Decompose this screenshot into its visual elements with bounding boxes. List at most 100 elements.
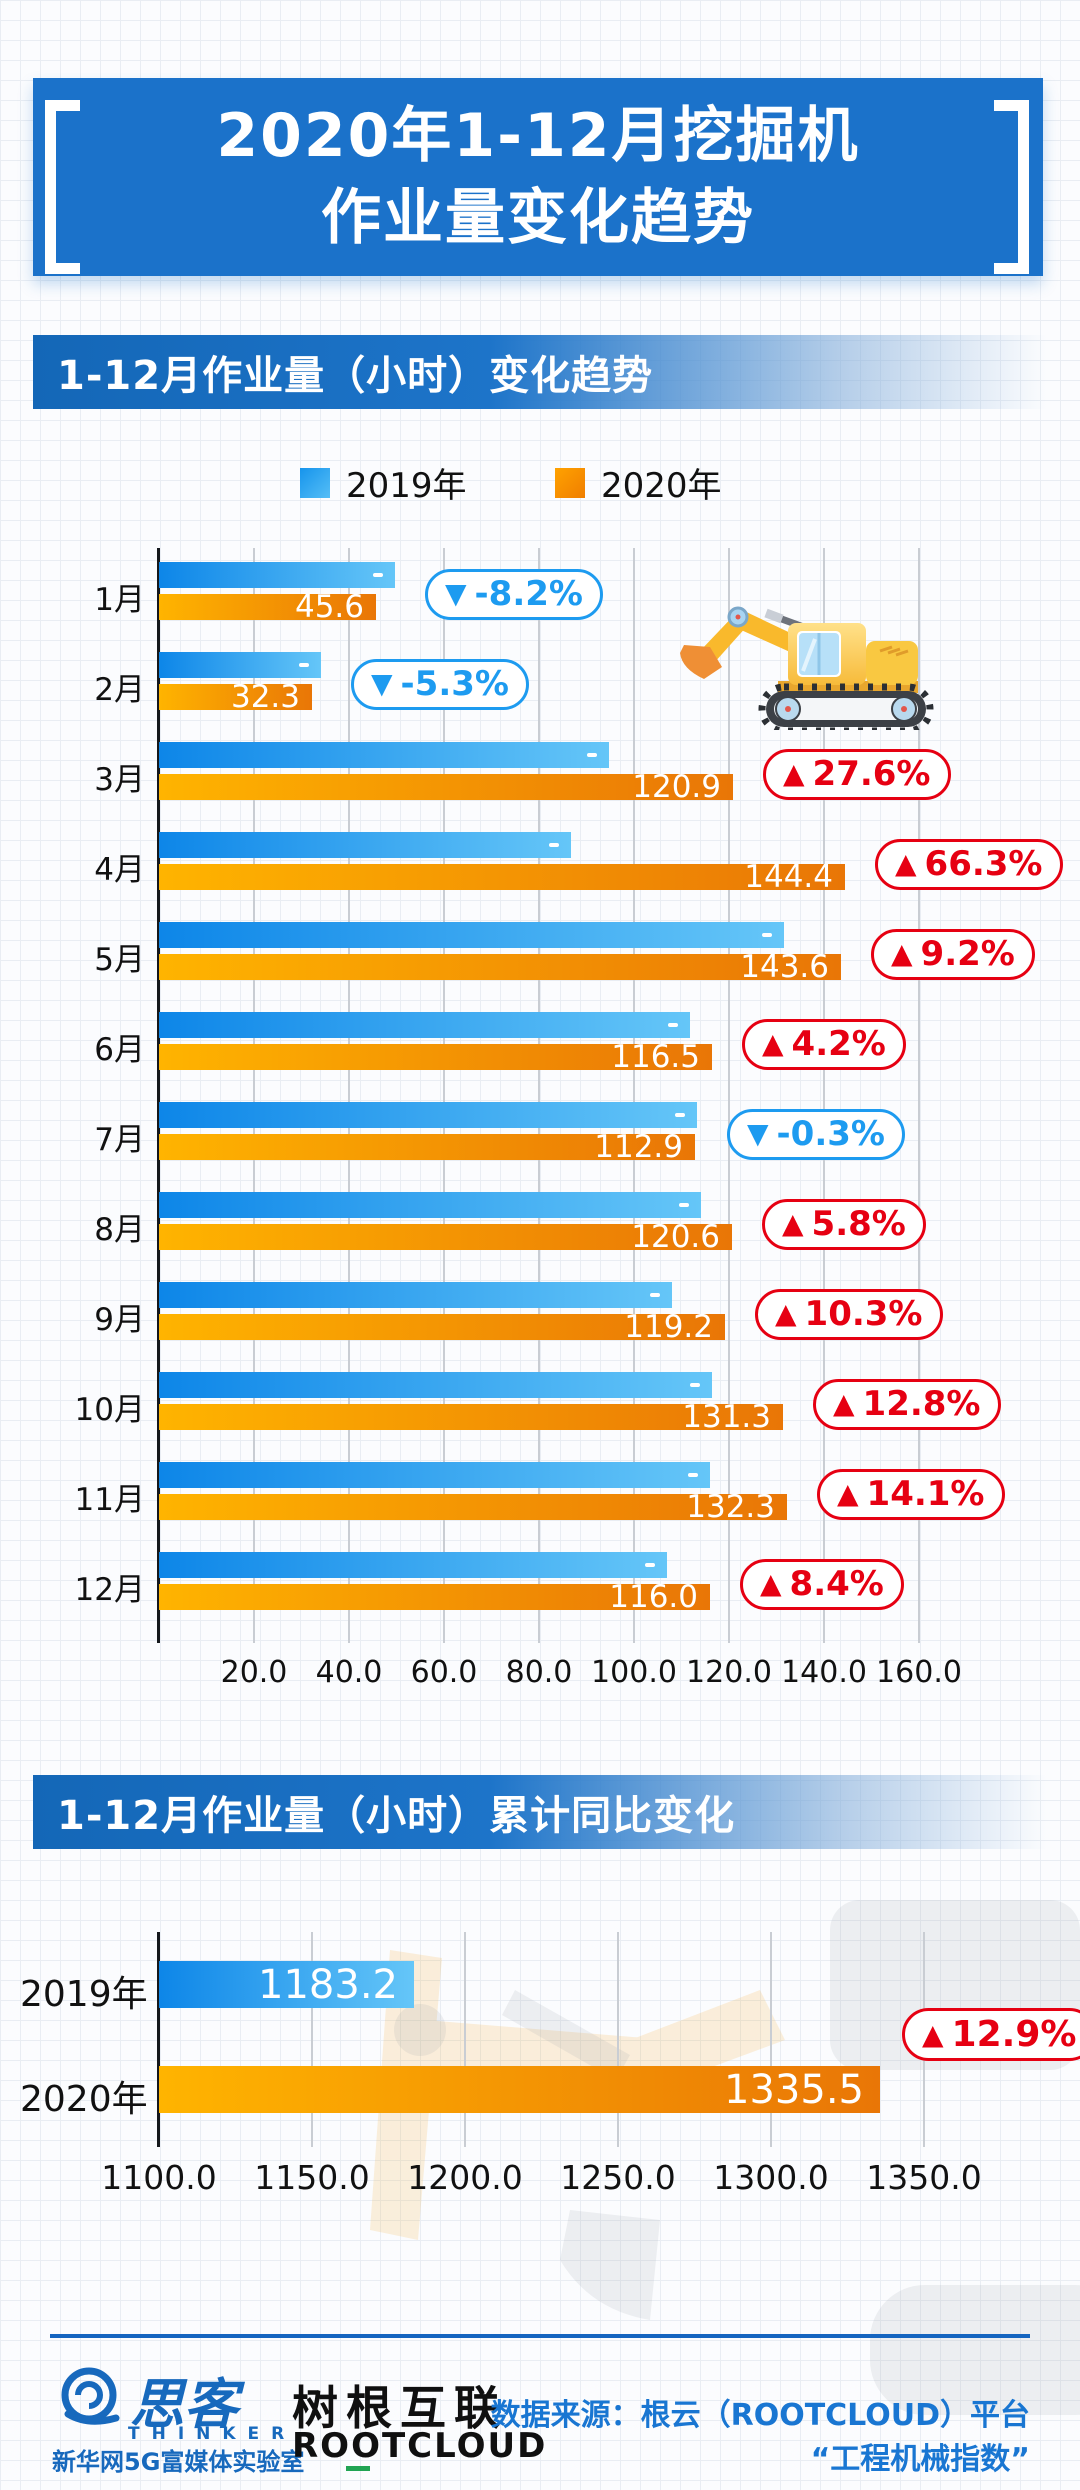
- axis-tick-label: 140.0: [781, 1655, 867, 1690]
- month-label: 12月: [74, 1572, 145, 1608]
- title-banner: 2020年1-12月挖掘机 作业量变化趋势: [33, 78, 1043, 276]
- yoy-badge: ▼ -8.2%: [425, 569, 603, 621]
- yoy-arrow-icon: ▼: [445, 577, 467, 611]
- yoy-value: 14.1%: [866, 1474, 985, 1514]
- bar-2020: 144.4: [159, 861, 845, 892]
- yoy-value: 12.9%: [951, 2014, 1077, 2055]
- yoy-arrow-icon: ▲: [891, 937, 913, 971]
- bar-value-label: 116.5: [611, 1038, 700, 1075]
- thinker-logo: [58, 2366, 120, 2432]
- bar-value-label: 143.6: [740, 948, 829, 985]
- bar-2019: [159, 922, 784, 948]
- grid-line: [253, 548, 255, 1643]
- bar-2019-dash: [587, 753, 597, 757]
- thinker-logo-latin: THINKER: [128, 2424, 297, 2444]
- month-label: 7月: [94, 1122, 145, 1158]
- bar-2019-dash: [645, 1563, 655, 1567]
- section1-header: 1-12月作业量（小时）变化趋势: [33, 335, 1047, 409]
- yoy-value: -0.3%: [776, 1114, 885, 1154]
- axis-tick-label: 20.0: [220, 1655, 288, 1690]
- bar-2019-dash: [679, 1203, 689, 1207]
- rootcloud-logo-name: 树根互联: [292, 2381, 508, 2435]
- thinker-logo-subtitle: 新华网5G富媒体实验室: [52, 2448, 305, 2476]
- yoy-value: -8.2%: [474, 574, 583, 614]
- yoy-value: -5.3%: [400, 664, 509, 704]
- yoy-value: 8.4%: [789, 1564, 884, 1604]
- bar-value-label: 112.9: [594, 1128, 683, 1165]
- footer-divider: [50, 2334, 1030, 2338]
- section2-header-label: 1-12月作业量（小时）累计同比变化: [57, 1793, 736, 1839]
- bar-2019: [159, 652, 321, 678]
- bar-2019: [159, 832, 571, 858]
- yoy-badge: ▲ 27.6%: [763, 749, 951, 801]
- axis-tick-label: 1250.0: [560, 2158, 676, 2197]
- legend-label-2020: 2020年: [601, 466, 722, 506]
- bar-2020: 112.9: [159, 1128, 695, 1165]
- bar-value-label: 120.9: [632, 768, 721, 805]
- month-label: 5月: [94, 942, 145, 978]
- axis-tick-label: 1150.0: [254, 2158, 370, 2197]
- axis-tick-label: 120.0: [686, 1655, 772, 1690]
- y-axis-line: [157, 548, 160, 1643]
- month-label: 6月: [94, 1032, 145, 1068]
- grid-line: [348, 548, 350, 1643]
- yoy-arrow-icon: ▲: [922, 2017, 944, 2051]
- grid-line: [918, 548, 920, 1643]
- bar-2019: [159, 1462, 710, 1488]
- yoy-arrow-icon: ▼: [371, 667, 393, 701]
- bar-value-label: 132.3: [686, 1488, 775, 1525]
- yoy-badge: ▲ 5.8%: [762, 1199, 926, 1251]
- bar-2019-dash: [299, 663, 309, 667]
- yoy-badge: ▼ -5.3%: [351, 659, 529, 711]
- yoy-arrow-icon: ▲: [833, 1387, 855, 1421]
- yoy-value: 27.6%: [812, 754, 931, 794]
- yoy-arrow-icon: ▲: [837, 1477, 859, 1511]
- axis-tick-label: 1100.0: [101, 2158, 217, 2197]
- yoy-value: 12.8%: [862, 1384, 981, 1424]
- thinker-logo-name: 思客: [130, 2373, 238, 2436]
- bar-2020: 116.5: [159, 1038, 712, 1075]
- yoy-badge: ▲ 12.9%: [902, 2008, 1080, 2062]
- axis-tick-label: 160.0: [876, 1655, 962, 1690]
- bar-2019: [159, 1282, 672, 1308]
- yoy-arrow-icon: ▲: [762, 1027, 784, 1061]
- axis-tick-label: 1300.0: [713, 2158, 829, 2197]
- month-label: 10月: [74, 1392, 145, 1428]
- axis-tick-label: 80.0: [505, 1655, 573, 1690]
- bar-2019-dash: [762, 933, 772, 937]
- bar-2019: [159, 1552, 667, 1578]
- bar-value-label: 45.6: [294, 588, 364, 625]
- legend-item-2019: 2019年: [300, 458, 467, 507]
- bar-2019: [159, 1372, 712, 1398]
- axis-tick-label: 40.0: [315, 1655, 383, 1690]
- bar-2019: [159, 1192, 701, 1218]
- bar-value-label: 131.3: [682, 1398, 771, 1435]
- bar-2020: 132.3: [159, 1488, 787, 1525]
- data-source-line1: 数据来源：根云（ROOTCLOUD）平台: [490, 2398, 1030, 2433]
- bar-2019-dash: [675, 1113, 685, 1117]
- excavator-icon: [680, 606, 934, 730]
- bar-value-label: 1335.5: [724, 2066, 864, 2113]
- yoy-badge: ▲ 10.3%: [755, 1289, 943, 1341]
- bar-value-label: 116.0: [609, 1578, 698, 1615]
- yoy-badge: ▲ 14.1%: [817, 1469, 1005, 1521]
- page-title-line-1: 2020年1-12月挖掘机: [216, 101, 860, 171]
- rootcloud-green-underline: [346, 2466, 370, 2471]
- grid-line: [538, 548, 540, 1643]
- bar-2019-dash: [688, 1473, 698, 1477]
- grid-line: [617, 1932, 619, 2147]
- bar-2019-dash: [668, 1023, 678, 1027]
- bar-2019年: 1183.2: [159, 1961, 414, 2008]
- yoy-arrow-icon: ▲: [775, 1297, 797, 1331]
- bar-2019-dash: [690, 1383, 700, 1387]
- grid-line: [311, 1932, 313, 2147]
- bar-2020: 32.3: [159, 681, 312, 712]
- bar-2019-dash: [650, 1293, 660, 1297]
- yoy-badge: ▲ 4.2%: [742, 1019, 906, 1071]
- year-label: 2019年: [20, 1974, 148, 2015]
- legend-swatch-2019-icon: [300, 467, 330, 498]
- month-label: 4月: [94, 852, 145, 888]
- yoy-badge: ▲ 66.3%: [875, 839, 1063, 891]
- yoy-badge: ▼ -0.3%: [727, 1109, 905, 1161]
- bar-2019-dash: [549, 843, 559, 847]
